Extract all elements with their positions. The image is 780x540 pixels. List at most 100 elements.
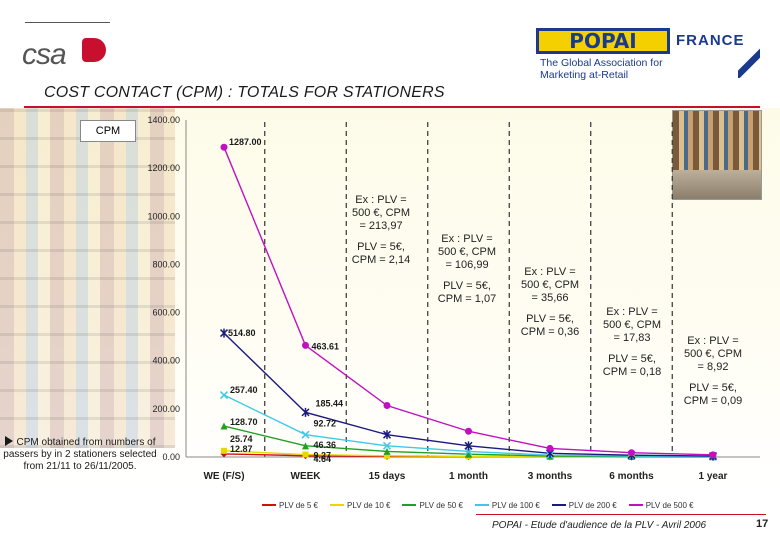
y-tick-label: 0.00 xyxy=(162,452,180,462)
legend-label: PLV de 50 € xyxy=(419,500,463,510)
data-point xyxy=(465,427,472,435)
popai-logo: POPAI xyxy=(536,28,670,54)
data-point xyxy=(302,451,309,458)
methodology-note: CPM obtained from numbers of passers by … xyxy=(0,436,160,473)
data-label: 25.74 xyxy=(230,434,253,444)
chart-legend: PLV de 5 € PLV de 10 € PLV de 50 € PLV de 1… xyxy=(262,498,694,512)
annotation-line: = 8,92 xyxy=(697,361,729,373)
store-photo-left xyxy=(0,108,175,448)
y-tick-label: 400.00 xyxy=(152,356,180,366)
data-point xyxy=(382,441,392,450)
x-tick-label: 15 days xyxy=(369,471,406,482)
store-photo-left-shelves xyxy=(0,108,175,448)
legend-item: PLV de 5 € xyxy=(262,501,318,510)
annotation-line: = 17,83 xyxy=(613,332,651,344)
data-point xyxy=(221,447,227,454)
legend-swatch-icon xyxy=(402,504,417,506)
data-label: 514.80 xyxy=(228,328,256,338)
annotation-line: = 106,99 xyxy=(445,259,489,271)
data-point xyxy=(464,441,473,451)
annotation-15-days: Ex : PLV = 500 €, CPM = 213,97 PLV = 5€,… xyxy=(346,194,416,267)
legend-label: PLV de 5 € xyxy=(279,500,318,510)
annotation-line: Ex : PLV = xyxy=(687,335,739,347)
annotation-line: PLV = 5€, xyxy=(689,382,737,394)
x-tick-label: 6 months xyxy=(609,471,654,482)
legend-swatch-icon xyxy=(262,504,276,506)
legend-label: PLV de 10 € xyxy=(347,500,391,510)
annotation-line: PLV = 5€, xyxy=(608,353,656,365)
legend-swatch-icon xyxy=(628,504,643,506)
annotation-line: PLV = 5€, xyxy=(526,313,574,325)
methodology-note-text: CPM obtained from numbers of passers by … xyxy=(3,437,157,472)
data-point xyxy=(709,451,717,459)
footer-divider xyxy=(476,514,766,515)
data-point xyxy=(219,391,229,400)
data-point xyxy=(382,430,392,440)
annotation-line: 500 €, CPM xyxy=(437,246,497,258)
annotation-line: Ex : PLV = xyxy=(355,194,407,206)
legend-item: PLV de 100 € xyxy=(474,500,540,510)
annotation-line: CPM = 1,07 xyxy=(437,293,497,305)
annotation-line: Ex : PLV = xyxy=(441,233,493,245)
store-photo-right-floor xyxy=(673,170,761,199)
data-label: 463.61 xyxy=(312,341,340,351)
annotation-line: PLV = 5€, xyxy=(357,241,405,253)
legend-swatch-icon xyxy=(474,504,489,506)
data-label: 92.72 xyxy=(314,419,337,429)
legend-item: PLV de 500 € xyxy=(628,501,694,510)
chart-panel-background xyxy=(0,108,780,488)
annotation-line: Ex : PLV = xyxy=(606,306,658,318)
page-number: 17 xyxy=(756,518,769,530)
annotation-1-year: Ex : PLV = 500 €, CPM = 8,92 PLV = 5€, C… xyxy=(676,335,750,408)
annotation-6-months: Ex : PLV = 500 €, CPM = 17,83 PLV = 5€, … xyxy=(594,306,670,379)
data-label: 4.64 xyxy=(314,454,332,464)
x-tick-label: WEEK xyxy=(291,471,322,482)
data-label: 12.87 xyxy=(230,444,253,454)
y-tick-label: 600.00 xyxy=(152,308,180,318)
data-point xyxy=(302,341,309,349)
csa-logo-rule xyxy=(25,22,110,23)
data-point xyxy=(219,328,229,338)
popai-tagline-1: The Global Association for xyxy=(540,57,663,69)
annotation-line: CPM = 0,36 xyxy=(520,326,580,338)
data-point xyxy=(546,444,554,452)
popai-tagline-2: Marketing at-Retail xyxy=(540,69,629,81)
annotation-line: CPM = 0,09 xyxy=(683,395,743,407)
data-label: 1287.00 xyxy=(229,137,262,147)
annotation-line: 500 €, CPM xyxy=(520,279,580,291)
popai-country: FRANCE xyxy=(676,32,745,49)
legend-item: PLV de 50 € xyxy=(402,500,463,510)
y-tick-label: 1200.00 xyxy=(147,163,180,173)
data-label: 185.44 xyxy=(316,398,344,408)
csa-logo: csa xyxy=(22,38,67,71)
annotation-1-month: Ex : PLV = 500 €, CPM = 106,99 PLV = 5€,… xyxy=(428,233,506,306)
data-label: 9.27 xyxy=(314,451,332,461)
annotation-line: 500 €, CPM xyxy=(683,348,743,360)
page-title: COST CONTACT (CPM) : TOTALS FOR STATIONE… xyxy=(44,84,445,101)
y-tick-label: 200.00 xyxy=(152,404,180,414)
data-label: 46.36 xyxy=(314,440,337,450)
x-tick-label: WE (F/S) xyxy=(203,471,244,482)
legend-swatch-icon xyxy=(330,504,344,506)
data-point xyxy=(628,449,635,457)
data-point xyxy=(301,430,310,439)
legend-label: PLV de 200 € xyxy=(568,500,617,510)
y-tick-label: 1000.00 xyxy=(147,211,180,221)
y-tick-label: 1400.00 xyxy=(147,115,180,125)
data-label: 128.70 xyxy=(230,417,258,427)
legend-label: PLV de 100 € xyxy=(491,500,540,510)
arrow-right-icon xyxy=(4,436,13,446)
annotation-line: Ex : PLV = xyxy=(524,266,576,278)
data-label: 257.40 xyxy=(230,385,258,395)
data-point xyxy=(220,143,228,151)
x-tick-label: 1 year xyxy=(699,471,728,482)
annotation-line: = 35,66 xyxy=(531,292,569,304)
data-point xyxy=(384,452,390,459)
cpm-axis-box: CPM xyxy=(80,120,136,142)
legend-swatch-icon xyxy=(551,504,566,506)
annotation-line: 500 €, CPM xyxy=(351,207,411,219)
x-tick-label: 1 month xyxy=(449,471,488,482)
x-tick-label: 3 months xyxy=(528,471,573,482)
annotation-line: CPM = 2,14 xyxy=(351,254,411,266)
